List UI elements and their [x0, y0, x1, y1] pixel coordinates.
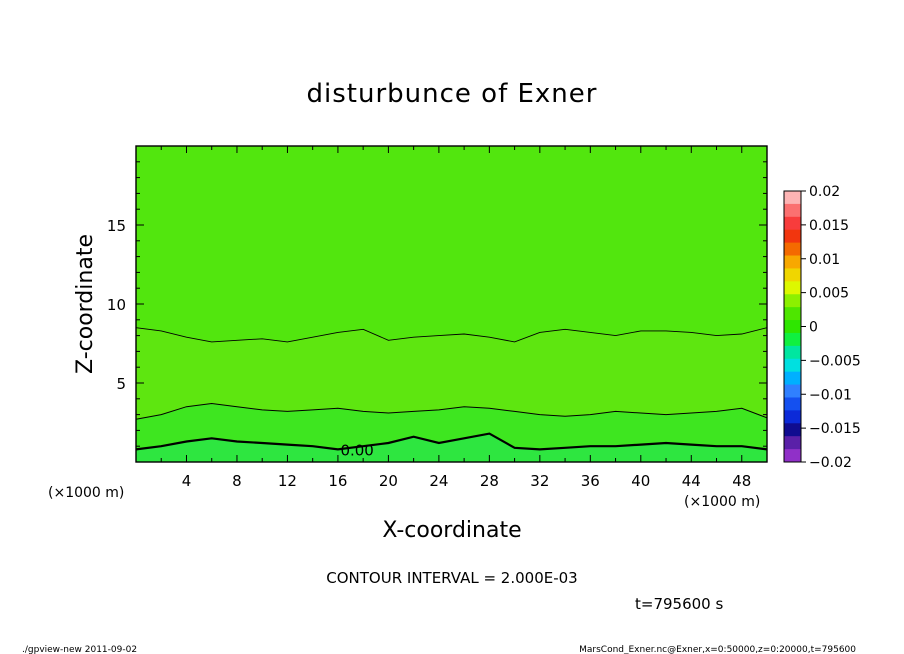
colorbar-swatch	[784, 216, 801, 231]
x-tick-label: 8	[232, 472, 242, 490]
contour-interval-text: CONTOUR INTERVAL = 2.000E-03	[326, 569, 577, 587]
colorbar-swatch	[784, 281, 801, 295]
x-axis-unit-right: (×1000 m)	[684, 494, 760, 510]
colorbar-tick-label: 0	[809, 320, 818, 336]
field-bands	[136, 327, 767, 462]
x-tick-label: 24	[429, 472, 448, 490]
colorbar-swatch	[784, 307, 801, 321]
x-axis-label: X-coordinate	[382, 518, 521, 543]
chart-title: disturbunce of Exner	[307, 79, 598, 109]
colorbar-swatch	[784, 410, 801, 424]
colorbar-swatch	[784, 449, 801, 463]
colorbar-swatch	[784, 294, 801, 308]
x-tick-label: 16	[328, 472, 347, 490]
x-tick-label: 12	[278, 472, 297, 490]
y-axis-label: Z-coordinate	[73, 234, 98, 374]
y-tick-label: 10	[107, 296, 126, 314]
colorbar-tick-label: −0.01	[809, 387, 852, 403]
colorbar-tick-label: 0.015	[809, 218, 849, 234]
colorbar-swatch	[784, 320, 801, 334]
x-tick-label: 48	[732, 472, 751, 490]
colorbar-swatch	[784, 436, 801, 450]
contour-lines	[135, 327, 768, 451]
colorbar-tick-label: −0.02	[809, 455, 852, 471]
colorbar-swatch	[784, 242, 801, 257]
colorbar-swatch	[784, 332, 801, 347]
x-tick-label: 28	[480, 472, 499, 490]
time-text: t=795600 s	[635, 595, 723, 613]
colorbar-swatch	[784, 268, 801, 282]
y-tick-label: 15	[107, 217, 126, 235]
colorbar-swatch	[784, 229, 801, 244]
x-tick-label: 40	[631, 472, 650, 490]
colorbar-swatch	[784, 358, 801, 373]
colorbar-swatch	[784, 191, 801, 205]
colorbar-tick-label: −0.015	[809, 421, 861, 437]
x-axis-ticks: 4 8 12 16 20 24 28 32 36 40 44 48	[160, 146, 751, 490]
colorbar-swatch	[784, 345, 801, 360]
x-axis-unit-left: (×1000 m)	[48, 485, 124, 501]
y-axis-ticks: 5 10 15	[107, 161, 767, 447]
colorbar-swatch	[784, 255, 801, 269]
colorbar-swatch	[784, 203, 801, 218]
band-low	[136, 403, 767, 450]
colorbar-tick-label: 0.02	[809, 184, 840, 200]
x-tick-label: 20	[379, 472, 398, 490]
x-tick-label: 36	[581, 472, 600, 490]
footer-right: MarsCond_Exner.nc@Exner,x=0:50000,z=0:20…	[579, 645, 856, 654]
x-tick-label: 44	[682, 472, 701, 490]
footer-left: ./gpview-new 2011-09-02	[22, 645, 137, 654]
colorbar-swatch	[784, 384, 801, 398]
x-tick-label: 32	[530, 472, 549, 490]
band-mid	[136, 327, 767, 420]
band-lowest	[136, 433, 767, 462]
colorbar-tick-label: −0.005	[809, 353, 861, 369]
y-tick-label: 5	[116, 375, 126, 393]
colorbar-swatch	[784, 371, 801, 386]
contour-line	[135, 327, 768, 343]
contour-line	[135, 432, 768, 451]
contour-label: 0.00	[340, 442, 373, 460]
x-tick-label: 4	[182, 472, 192, 490]
colorbar-swatch	[784, 423, 801, 437]
contour-line	[135, 402, 768, 420]
colorbar: 0.02 0.015 0.01 0.005 0 −0.005 −0.01 −0.015 −0.0…	[783, 184, 861, 471]
colorbar-swatch	[784, 397, 801, 411]
colorbar-tick-label: 0.005	[809, 286, 849, 302]
colorbar-tick-label: 0.01	[809, 252, 840, 268]
